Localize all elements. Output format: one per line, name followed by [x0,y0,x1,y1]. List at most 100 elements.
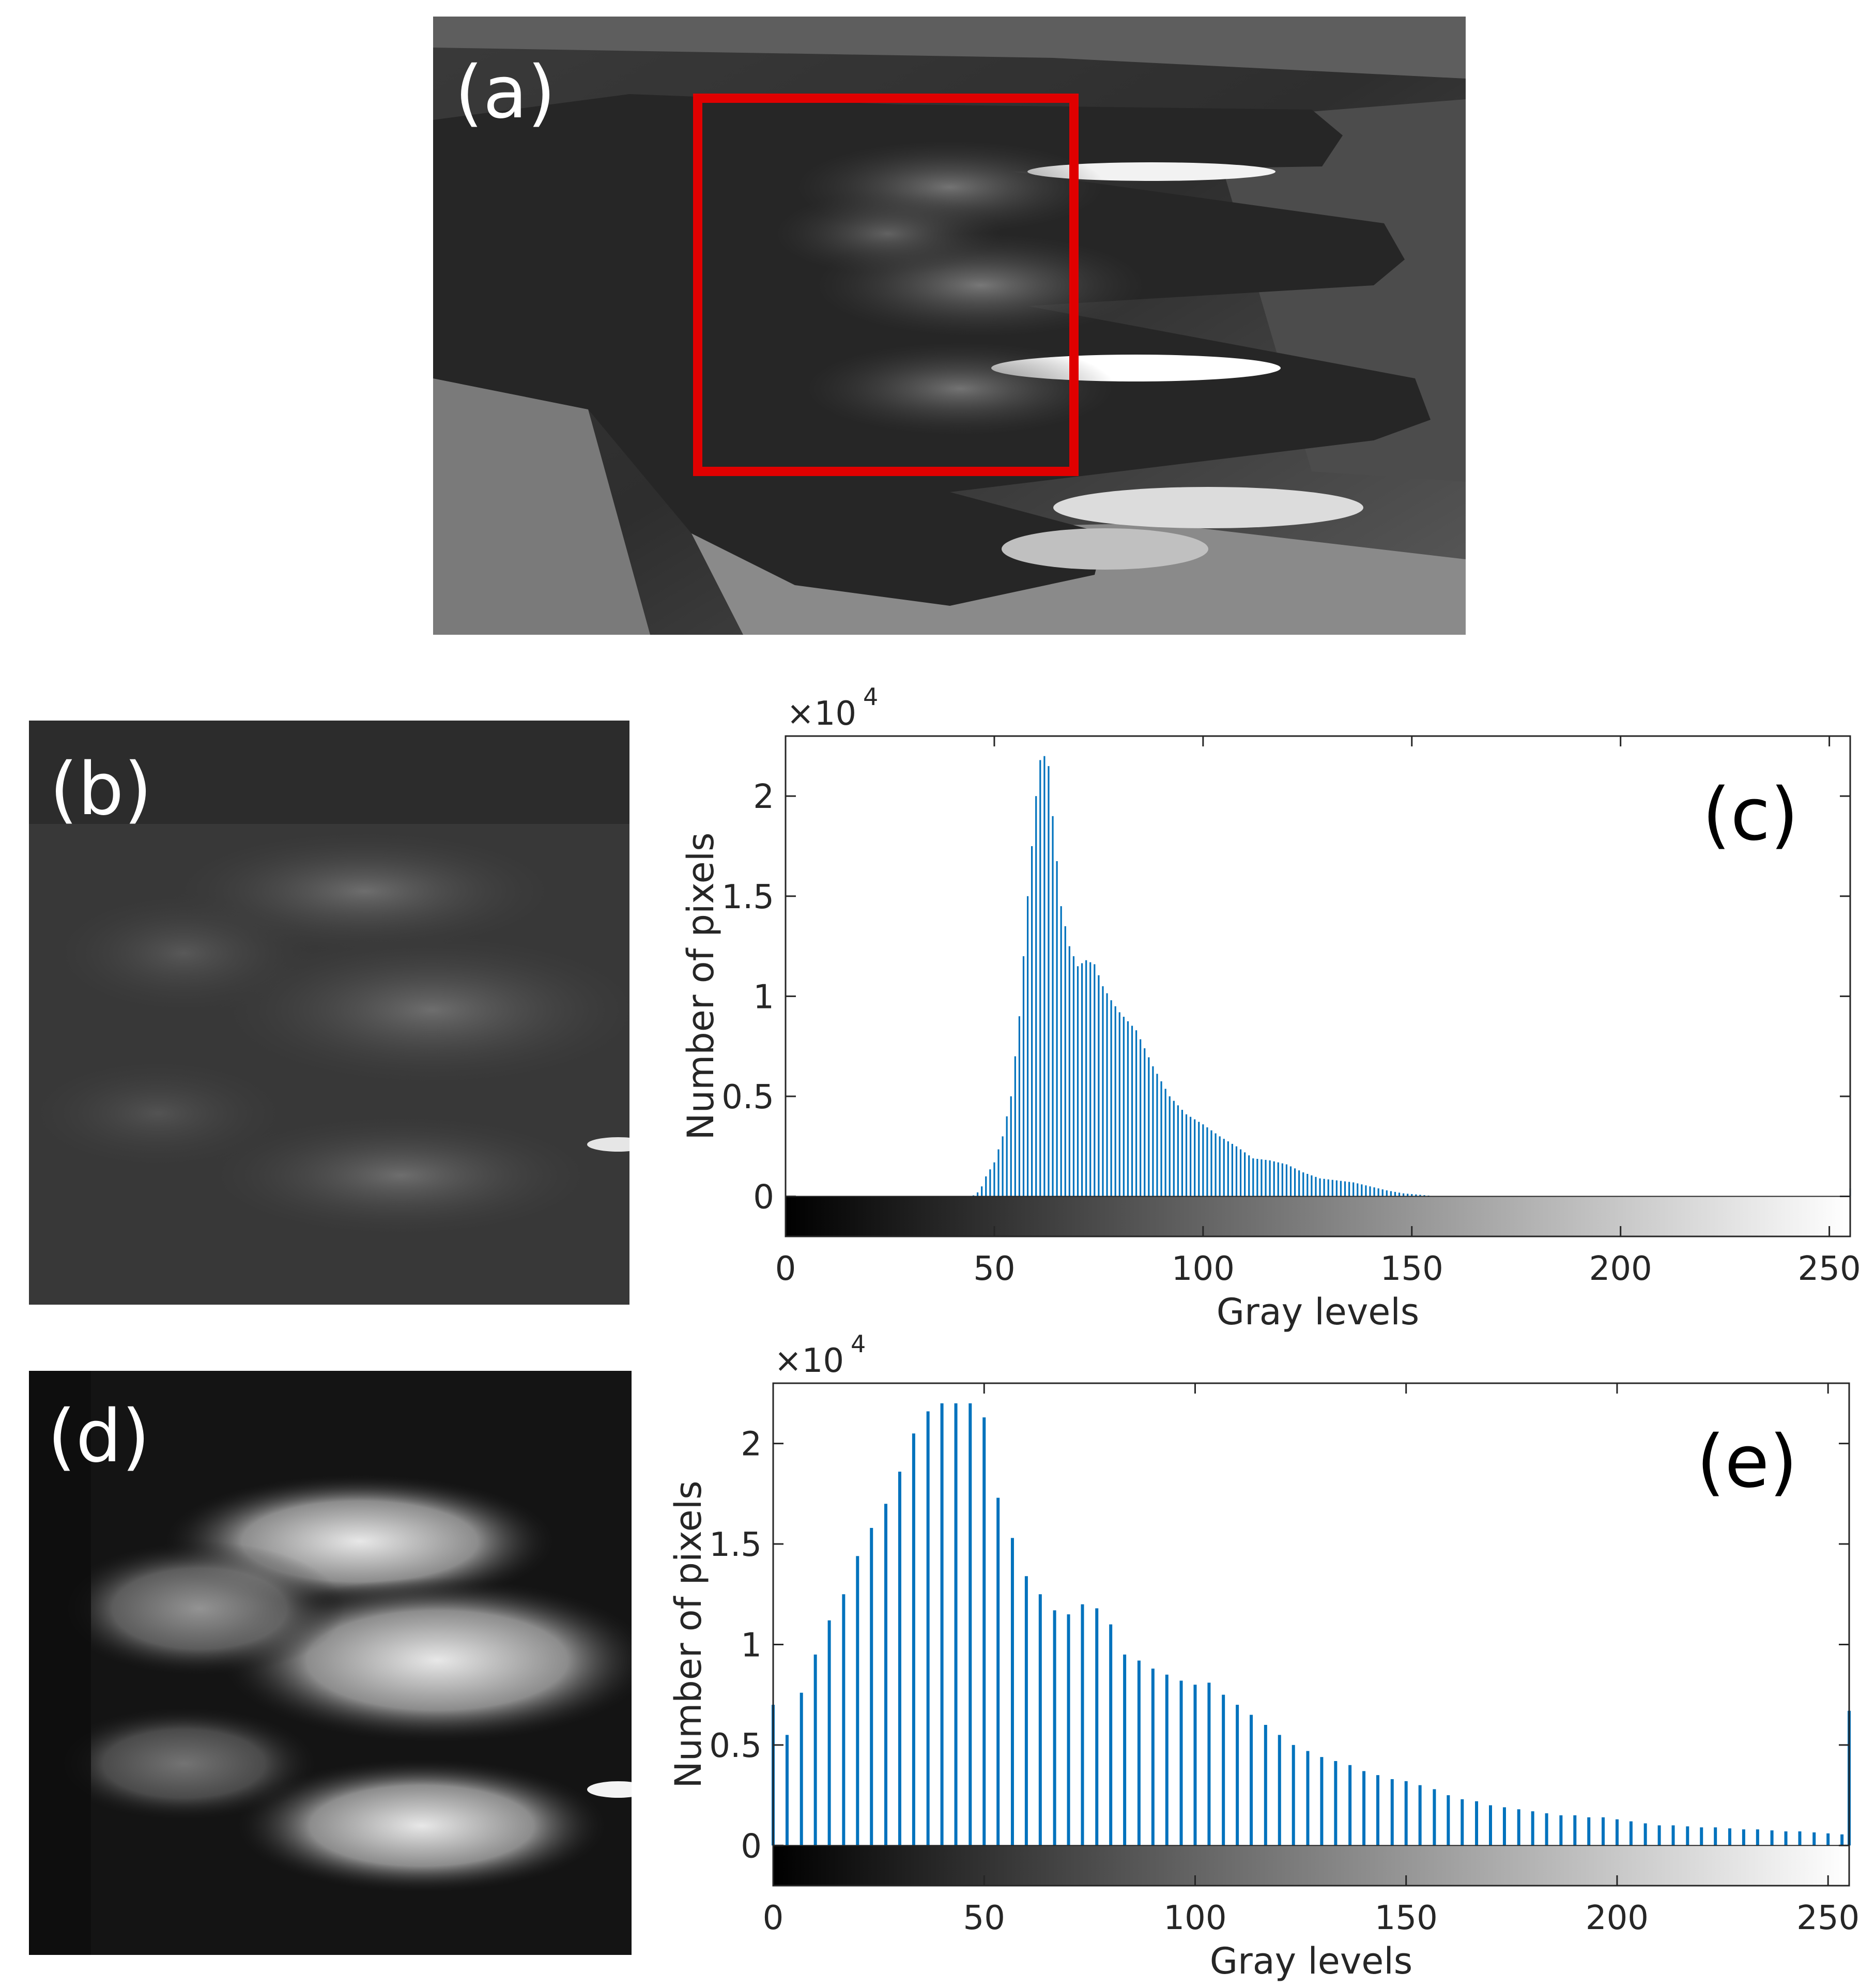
histogram-bar [1348,1765,1352,1846]
histogram-bar [1798,1831,1802,1846]
y-tick-label: 1.5 [721,878,774,916]
y-multiplier-exponent: 4 [863,683,878,711]
histogram-bar [1038,1594,1042,1846]
panel-label-b: (b) [50,747,152,832]
panel-label-d: (d) [48,1395,150,1479]
histogram-bar [1014,1056,1016,1197]
histogram-bar [1006,1116,1008,1197]
histogram-bar [1052,816,1054,1197]
histogram-bar [1281,1163,1283,1197]
histogram-bar [884,1504,887,1846]
histogram-bar [1160,1081,1162,1197]
histogram-bar [1010,1096,1012,1197]
histogram-bar [1039,760,1041,1197]
histogram-bar [1277,1162,1279,1197]
y-multiplier: ×10 [774,1342,844,1380]
histogram-bar [1559,1815,1563,1846]
histogram-bar [1728,1828,1731,1846]
histogram-bar [1447,1795,1450,1846]
x-tick-label: 200 [1589,1250,1652,1288]
photo-roi-raw: (b) [29,721,629,1305]
histogram-bar [1165,1674,1169,1846]
histogram-bar [1244,1152,1246,1197]
histogram-bar [1373,1187,1375,1197]
histogram-bar [1404,1781,1408,1846]
histogram-bar [1381,1189,1384,1197]
roi-box [693,94,1079,476]
x-tick-label: 250 [1796,1899,1859,1937]
histogram-bar [1077,966,1079,1197]
histogram-bar [1110,1000,1112,1197]
x-tick-label: 0 [775,1250,796,1288]
histogram-bar [1106,993,1108,1197]
y-multiplier-exponent: 4 [851,1330,866,1358]
y-tick-label: 2 [741,1426,762,1464]
histogram-bar [1657,1825,1661,1846]
histogram-bar [1386,1190,1388,1197]
histogram-bar [1181,1110,1184,1197]
histogram-bar [1152,1066,1154,1197]
panel-label-a: (a) [455,51,556,135]
histogram-bar [1298,1170,1300,1197]
histogram-bar [1340,1181,1342,1197]
histogram-bar [1210,1130,1212,1197]
histogram-bar [1327,1179,1329,1197]
y-tick-label: 0 [741,1827,762,1865]
histogram-bar [1185,1114,1188,1197]
x-tick-label: 50 [963,1899,1005,1937]
histogram-bar [1081,963,1083,1197]
x-tick-label: 200 [1586,1899,1649,1937]
histogram-bar [1289,1166,1292,1197]
histogram-bar [1194,1119,1196,1197]
histogram-bar [1043,756,1046,1197]
histogram-bar [1285,1164,1288,1197]
histogram-bar [1390,1191,1392,1197]
histogram-bar [1292,1745,1295,1846]
y-tick-label: 2 [753,778,774,816]
histogram-bar [940,1403,944,1846]
histogram-bar [1239,1149,1242,1197]
histogram-bar [898,1472,901,1846]
histogram-bar [1264,1724,1267,1846]
histogram-bar [1098,975,1100,1197]
histogram-bar [1418,1785,1422,1846]
histogram-bar [997,1149,1000,1197]
y-tick-label: 0.5 [709,1727,762,1765]
histogram-bar [1144,1048,1146,1197]
histogram-bar [1353,1182,1355,1197]
histogram-bar [1531,1811,1534,1846]
histogram-bar [1629,1821,1633,1846]
histogram-bar [1398,1192,1401,1197]
histogram-bar [1365,1185,1367,1197]
histogram-bar [1348,1182,1350,1197]
histogram-bar [912,1433,915,1846]
histogram-bar [1357,1183,1359,1197]
histogram-bar [1219,1136,1221,1197]
histogram-bar [1415,1194,1417,1197]
x-tick-label: 100 [1172,1250,1235,1288]
histogram-bar [1306,1751,1310,1846]
histogram-bar [1177,1105,1179,1197]
histogram-bar [1334,1761,1338,1846]
histogram-bar [1169,1096,1171,1197]
colorbar-strip [786,1196,1850,1236]
photo-hand-full: (a) [433,17,1466,635]
histogram-bar [1231,1143,1233,1197]
histogram-bar [1344,1181,1346,1197]
x-tick-label: 250 [1798,1250,1861,1288]
histogram-bar [1252,1158,1254,1197]
histogram-bar [1419,1195,1421,1197]
histogram-bar [1407,1194,1409,1197]
histogram-bar [1048,766,1050,1197]
histogram-bar [1849,1188,1851,1197]
histogram-bar [1067,1614,1070,1846]
x-axis-label: Gray levels [1217,1291,1420,1333]
histogram-bar [1031,846,1033,1197]
histogram-bar [1248,1155,1250,1197]
histogram-bar [1770,1830,1774,1846]
panel-label-chart: (c) [1702,773,1799,857]
y-tick-label: 0 [753,1179,774,1217]
colorbar-strip [773,1845,1849,1886]
histogram-bar [1026,896,1029,1197]
histogram-bar [989,1169,991,1197]
